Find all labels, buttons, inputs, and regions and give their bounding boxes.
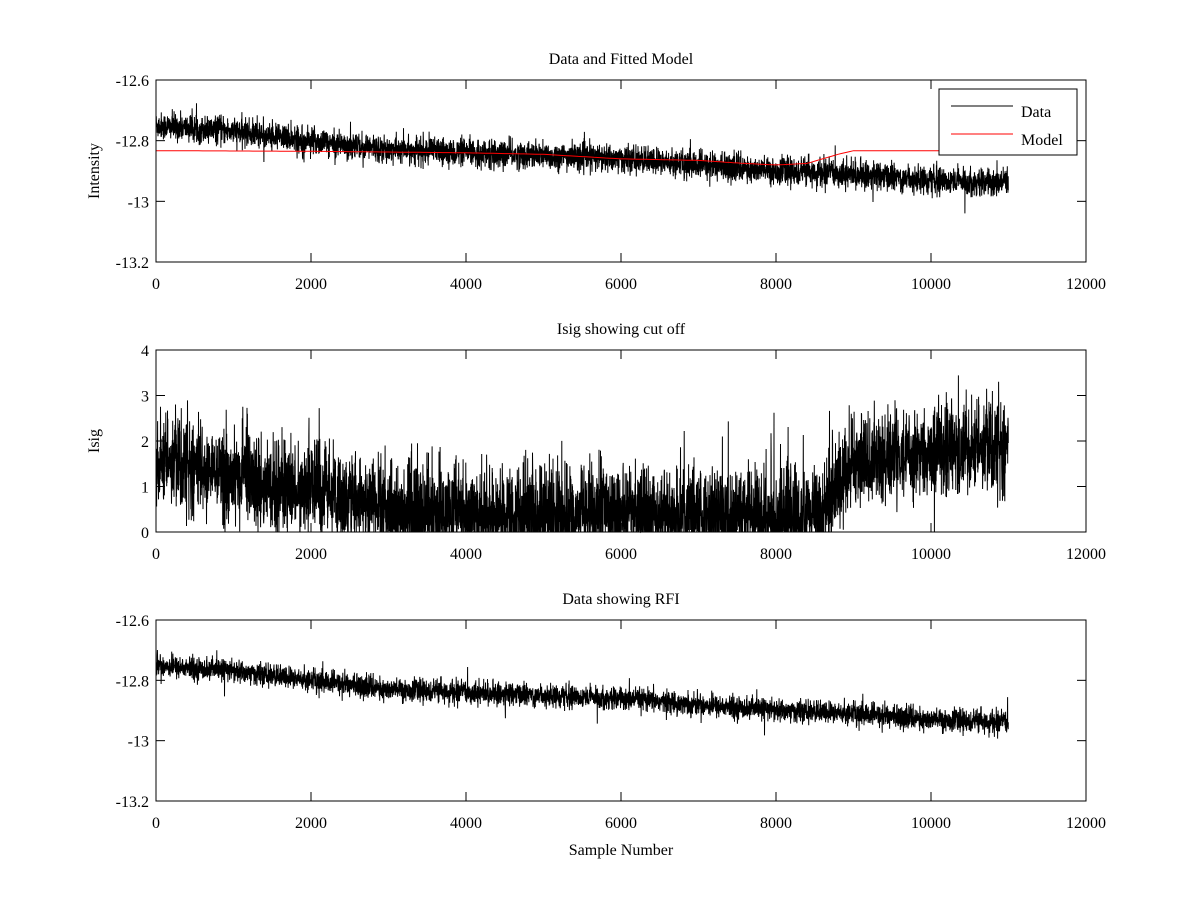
- x-tick-label: 4000: [450, 276, 482, 293]
- x-tick-label: 6000: [605, 815, 637, 832]
- subplot-2: 0 2000 4000 6000 8000 10000 12000 0 1 2 3 4 Isig sho…: [86, 321, 1106, 563]
- y-tick-label: -12.8: [116, 134, 149, 151]
- y-tick-label: -13: [128, 194, 149, 211]
- x-tick-label: 0: [152, 276, 160, 293]
- axes-box: [155, 619, 1087, 802]
- y-tick-label: 3: [141, 389, 149, 406]
- y-axis-label: Intensity: [86, 143, 103, 199]
- y-tick-label: 4: [141, 343, 149, 360]
- x-tick-label: 12000: [1066, 815, 1106, 832]
- x-tick-label: 10000: [911, 815, 951, 832]
- x-tick-label: 8000: [760, 546, 792, 563]
- legend-box: [938, 88, 1078, 156]
- x-tick-label: 10000: [911, 276, 951, 293]
- chart-title: Data and Fitted Model: [549, 51, 694, 68]
- y-tick-label: -13.2: [116, 255, 149, 272]
- legend-label: Data: [1021, 104, 1051, 121]
- x-tick-label: 4000: [450, 815, 482, 832]
- y-tick-label: 0: [141, 525, 149, 542]
- series-model: [156, 150, 1009, 166]
- subplot-3: 0 2000 4000 6000 8000 10000 12000 -12.6 -12.8 -13…: [116, 591, 1106, 859]
- x-tick-label: 2000: [295, 815, 327, 832]
- x-tick-label: 0: [152, 815, 160, 832]
- chart-title: Isig showing cut off: [557, 321, 686, 338]
- x-tick-label: 10000: [911, 546, 951, 563]
- y-tick-label: 1: [141, 480, 149, 497]
- x-tick-label: 2000: [295, 546, 327, 563]
- y-tick-label: -13.2: [116, 794, 149, 811]
- x-tick-label: 4000: [450, 546, 482, 563]
- x-tick-label: 12000: [1066, 276, 1106, 293]
- y-axis-label: Isig: [86, 429, 103, 453]
- subplot-1: 0 2000 4000 6000 8000 10000 12000 -12.6 -12.8 -13…: [86, 51, 1106, 293]
- x-tick-label: 2000: [295, 276, 327, 293]
- y-tick-label: -12.6: [116, 73, 149, 90]
- series-isig: [155, 375, 1009, 534]
- y-tick-label: -12.6: [116, 613, 149, 630]
- legend-label: Model: [1021, 132, 1063, 149]
- x-tick-label: 8000: [760, 815, 792, 832]
- x-tick-label: 8000: [760, 276, 792, 293]
- series-data: [155, 103, 1009, 214]
- x-tick-label: 0: [152, 546, 160, 563]
- x-tick-label: 6000: [605, 276, 637, 293]
- y-tick-label: -13: [128, 734, 149, 751]
- chart-title: Data showing RFI: [562, 591, 679, 608]
- x-tick-label: 6000: [605, 546, 637, 563]
- y-tick-label: -12.8: [116, 673, 149, 690]
- legend: Data Model: [938, 88, 1078, 156]
- y-tick-label: 2: [141, 434, 149, 451]
- x-tick-label: 12000: [1066, 546, 1106, 563]
- series-data: [155, 649, 1009, 739]
- x-axis-label: Sample Number: [569, 842, 674, 859]
